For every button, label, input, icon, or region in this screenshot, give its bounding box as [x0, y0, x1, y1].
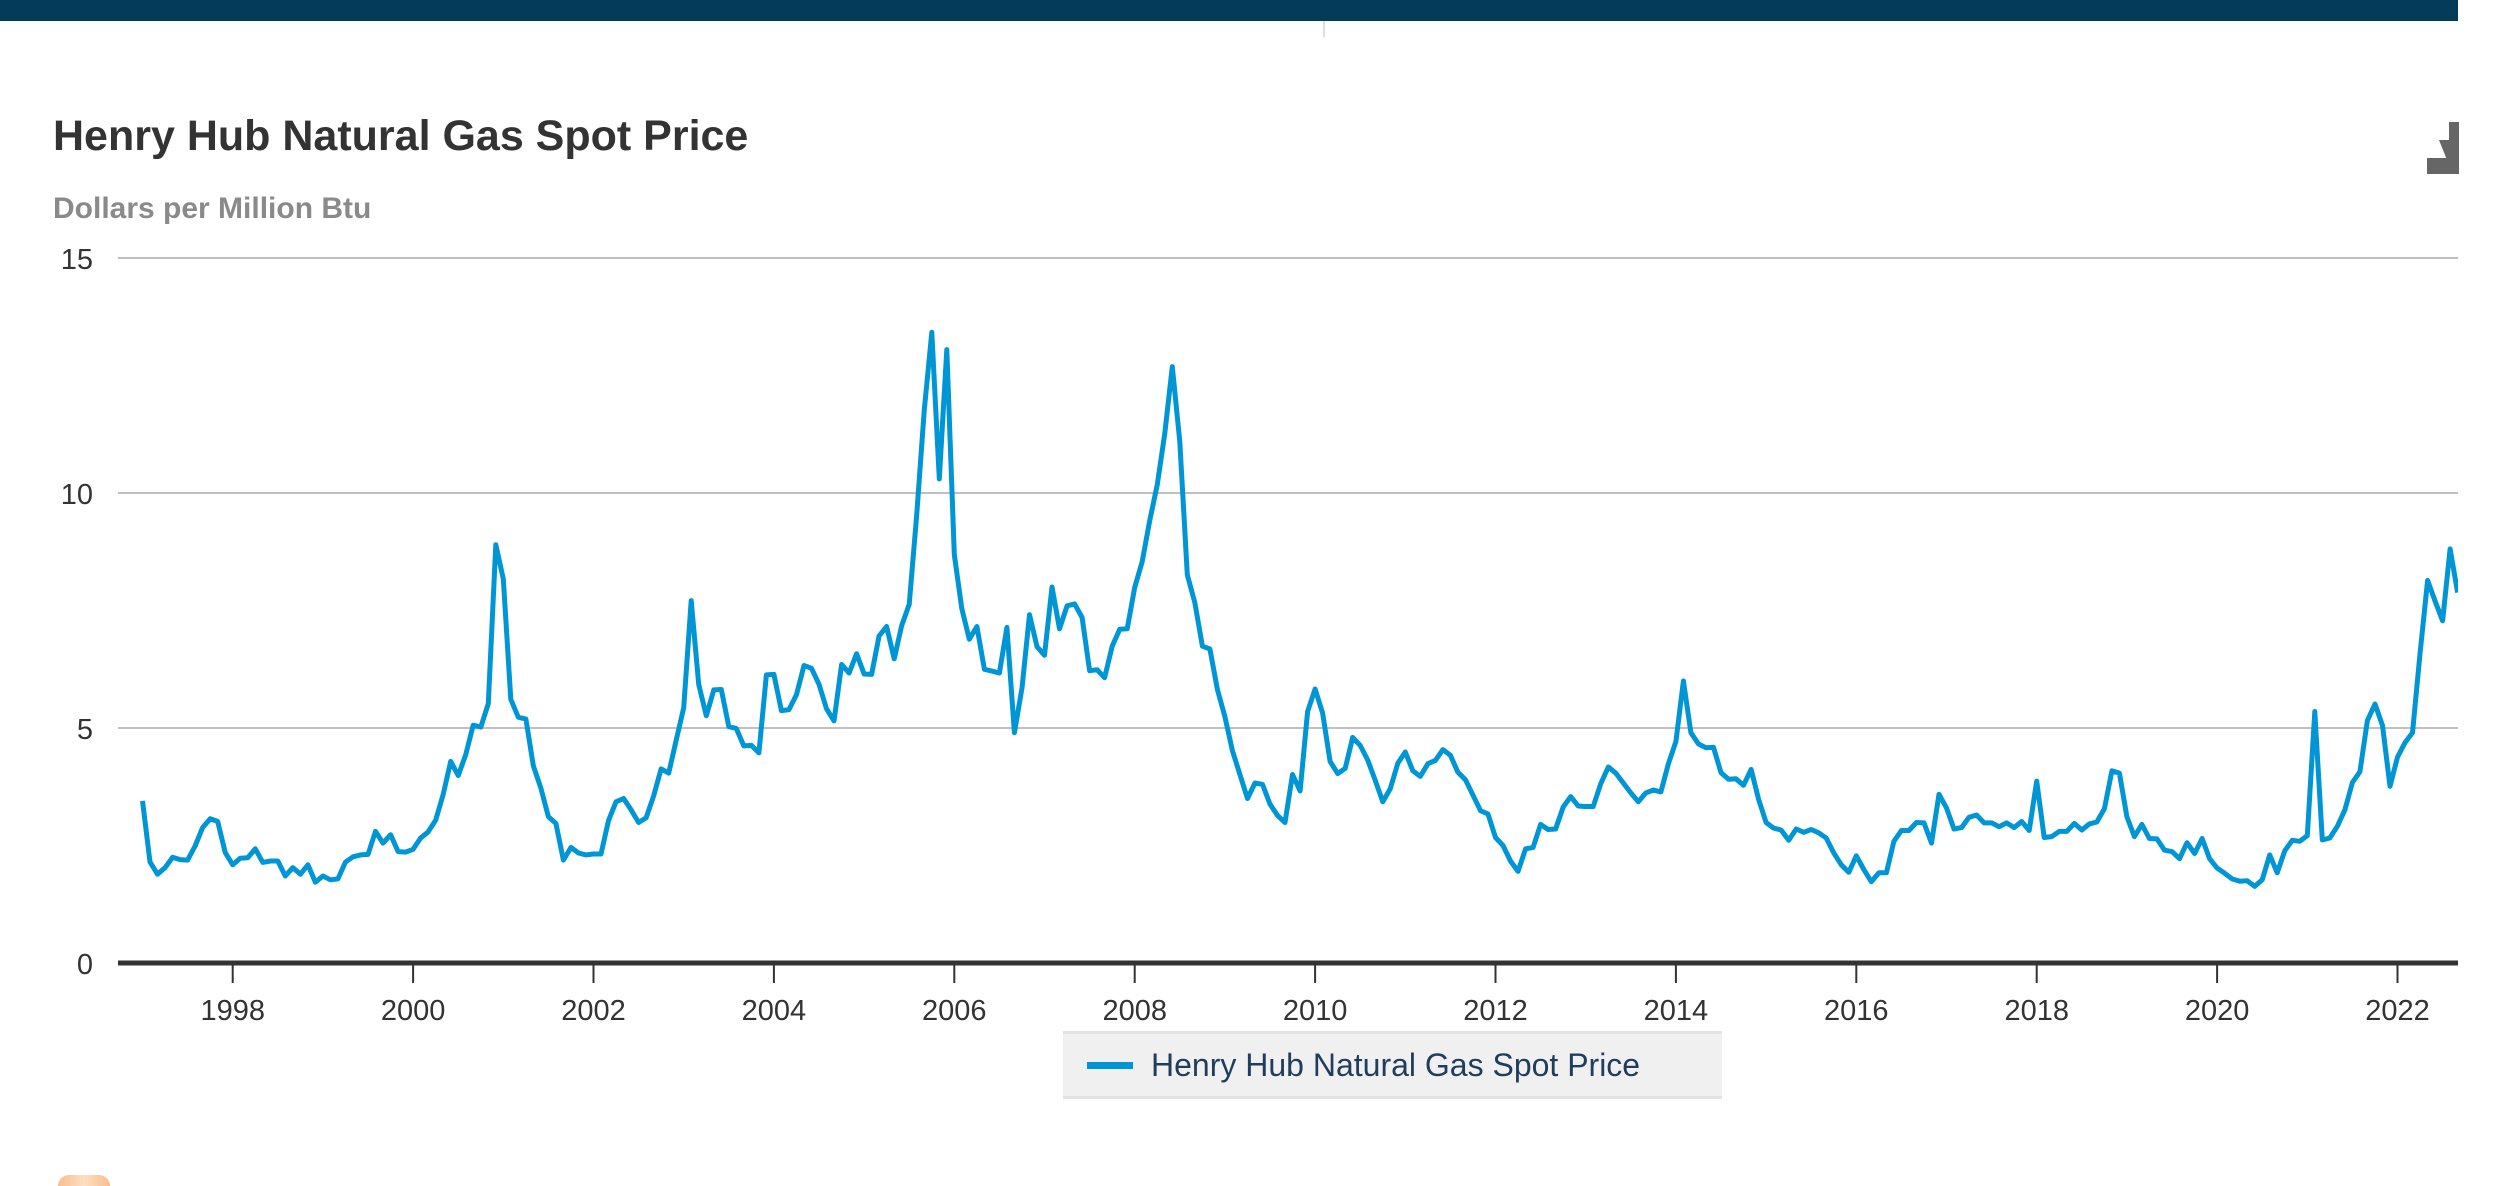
x-tick-label: 2012 — [1463, 995, 1528, 1027]
x-tick-label: 2006 — [922, 995, 987, 1027]
x-tick-label: 2010 — [1283, 995, 1348, 1027]
x-tick-label: 2002 — [561, 995, 626, 1027]
legend-swatch — [1087, 1061, 1133, 1069]
y-tick-label: 15 — [61, 244, 93, 276]
chart-subtitle: Dollars per Million Btu — [53, 192, 372, 225]
x-tick-label: 1998 — [200, 995, 265, 1027]
y-tick-label: 0 — [77, 949, 93, 981]
logo-icon — [58, 1175, 110, 1186]
chart-title: Henry Hub Natural Gas Spot Price — [53, 112, 749, 160]
chart-legend[interactable]: Henry Hub Natural Gas Spot Price — [1063, 1031, 1722, 1099]
y-tick-label: 10 — [61, 479, 93, 511]
x-tick-label: 2022 — [2365, 995, 2430, 1027]
site-nav-bar — [0, 0, 2458, 21]
x-tick-label: 2014 — [1644, 995, 1709, 1027]
x-tick-label: 2004 — [742, 995, 807, 1027]
x-tick-label: 2018 — [2004, 995, 2069, 1027]
series-line-henry-hub — [140, 329, 2458, 889]
download-icon[interactable] — [2427, 122, 2459, 174]
x-tick-label: 2020 — [2185, 995, 2250, 1027]
x-tick-label: 2016 — [1824, 995, 1889, 1027]
nav-divider — [1323, 21, 1325, 37]
y-tick-label: 5 — [77, 714, 93, 746]
legend-label: Henry Hub Natural Gas Spot Price — [1151, 1046, 1641, 1083]
x-tick-label: 2000 — [381, 995, 446, 1027]
x-tick-label: 2008 — [1102, 995, 1167, 1027]
